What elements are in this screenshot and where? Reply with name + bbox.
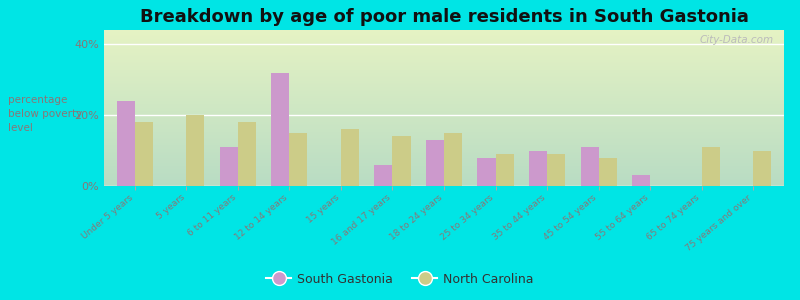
Legend: South Gastonia, North Carolina: South Gastonia, North Carolina [261, 268, 539, 291]
Bar [478, 158, 495, 186]
Text: percentage
below poverty
level: percentage below poverty level [8, 95, 82, 133]
Bar [341, 129, 359, 186]
Bar [495, 154, 514, 186]
Bar [598, 158, 617, 186]
Bar [632, 176, 650, 186]
Title: Breakdown by age of poor male residents in South Gastonia: Breakdown by age of poor male residents … [139, 8, 749, 26]
Bar [186, 115, 205, 186]
Bar [547, 154, 565, 186]
Bar [581, 147, 598, 186]
Text: City-Data.com: City-Data.com [700, 35, 774, 45]
Bar [444, 133, 462, 186]
Bar [426, 140, 444, 186]
Bar [290, 133, 307, 186]
Bar [753, 151, 771, 186]
Bar [374, 165, 393, 186]
Bar [220, 147, 238, 186]
Bar [529, 151, 547, 186]
Bar [393, 136, 410, 186]
Bar [271, 73, 290, 186]
Bar [238, 122, 256, 186]
Bar [135, 122, 153, 186]
Bar [117, 101, 135, 186]
Bar [702, 147, 720, 186]
